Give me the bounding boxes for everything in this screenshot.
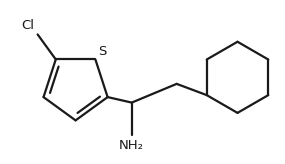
- Text: S: S: [98, 45, 107, 58]
- Text: NH₂: NH₂: [119, 139, 144, 152]
- Text: Cl: Cl: [21, 19, 34, 32]
